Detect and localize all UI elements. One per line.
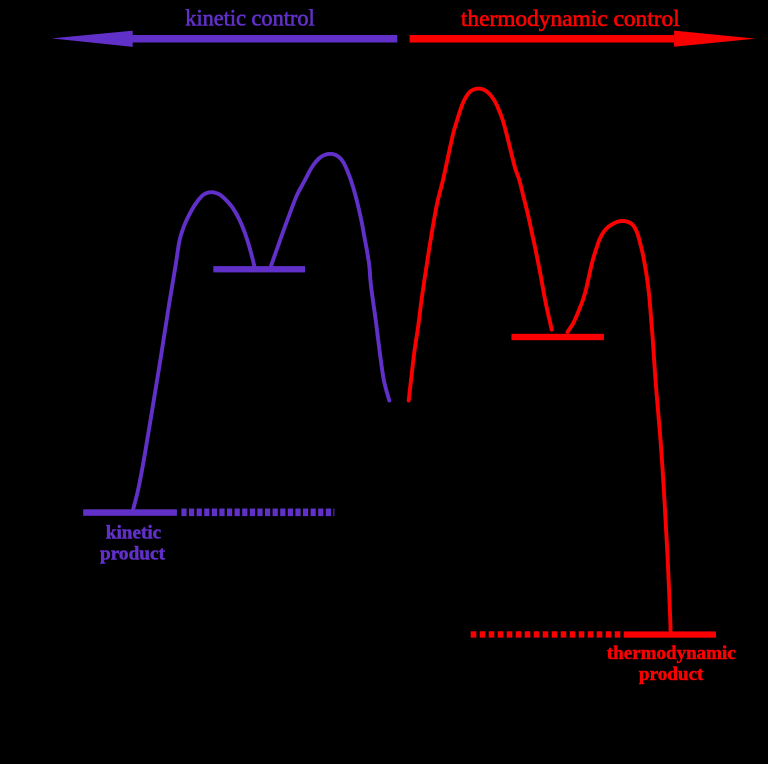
svg-text:product: product bbox=[100, 544, 166, 565]
svg-text:kinetic control: kinetic control bbox=[185, 6, 314, 31]
svg-text:product: product bbox=[639, 664, 704, 685]
svg-text:thermodynamic: thermodynamic bbox=[607, 643, 736, 664]
svg-text:kinetic: kinetic bbox=[106, 523, 161, 544]
svg-text:thermodynamic control: thermodynamic control bbox=[461, 6, 680, 31]
